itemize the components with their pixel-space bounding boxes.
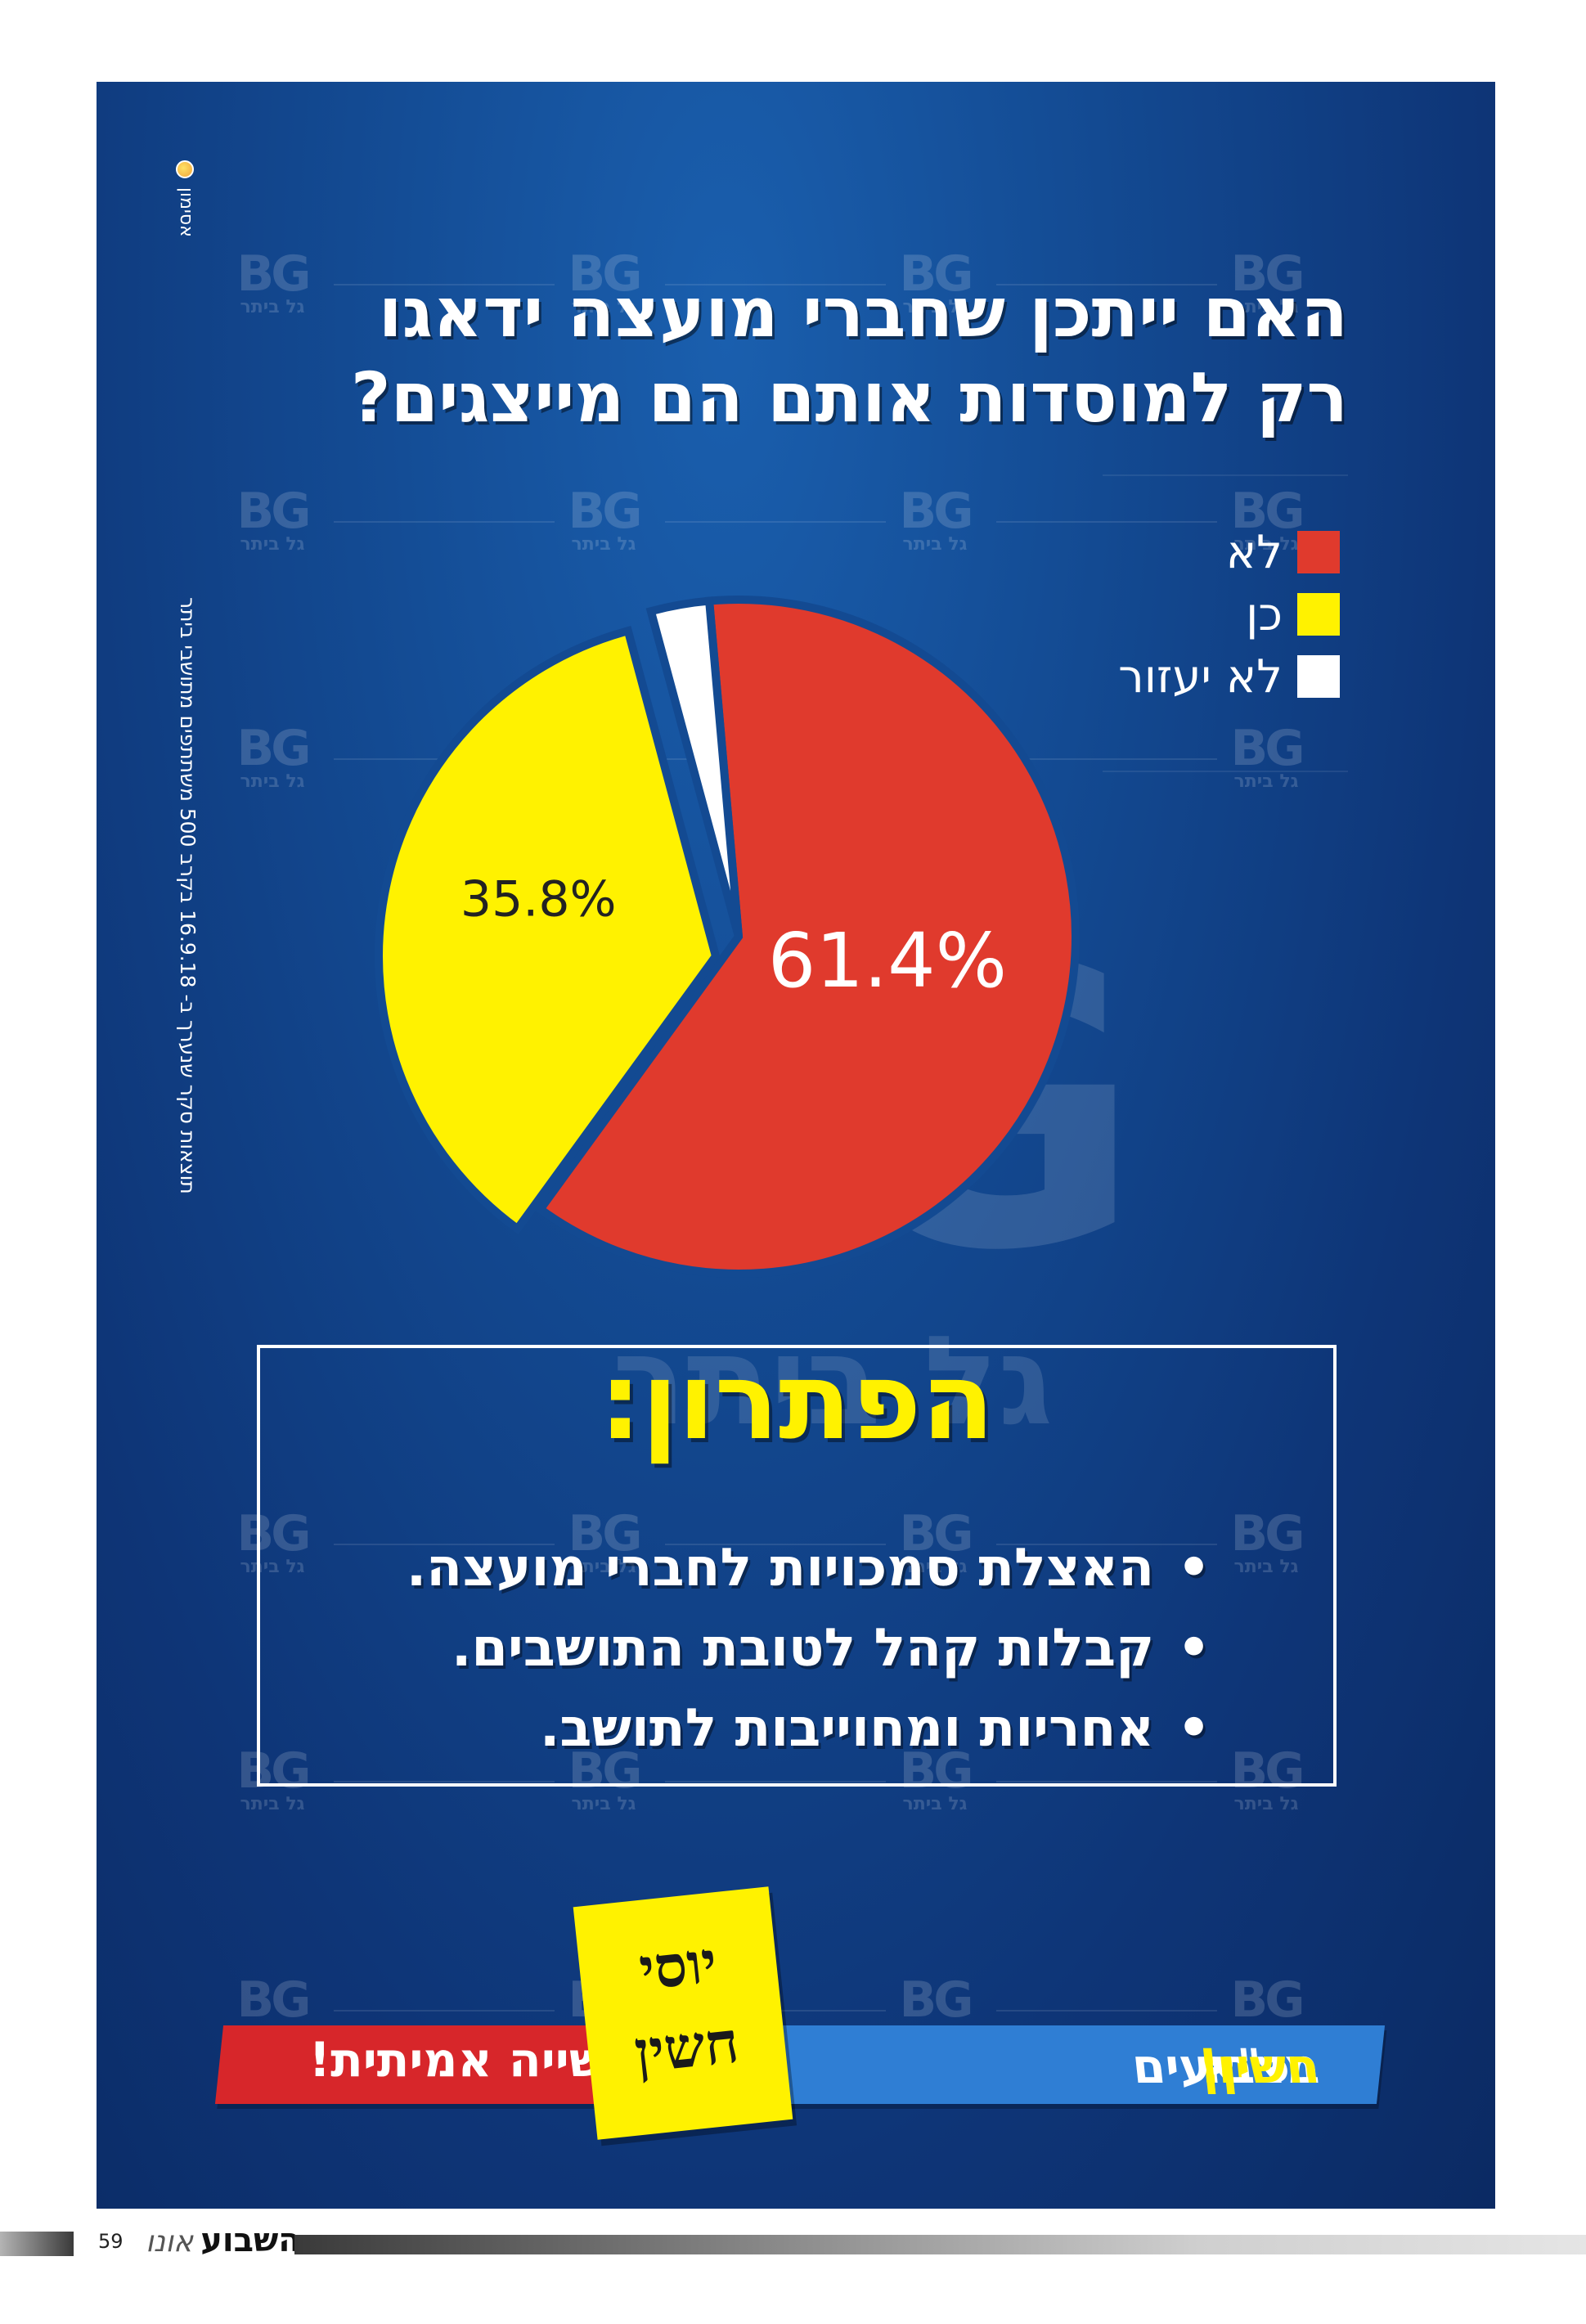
footer-bar-right bbox=[294, 2235, 1586, 2254]
legend-label: לא bbox=[1225, 525, 1283, 579]
solution-item: • האצלת סמכויות לחברי מועצה. bbox=[407, 1528, 1211, 1608]
solution-title: הפתרון: bbox=[599, 1339, 995, 1463]
svg-text:גל ביתר: גל ביתר bbox=[613, 1310, 1053, 1453]
bullet-icon: • bbox=[1177, 1618, 1211, 1679]
solution-item: • אחריות ומחוייבות לתושב. bbox=[407, 1688, 1211, 1769]
page-number: 59 bbox=[98, 2230, 124, 2253]
watermark-logo-text: גל ביתר bbox=[902, 1794, 968, 1814]
watermark-logo-text: גל ביתר bbox=[240, 1794, 305, 1814]
candidate-first-name: יוסי bbox=[636, 1927, 721, 2004]
footer-bar-left bbox=[0, 2232, 74, 2256]
legend-swatch bbox=[1297, 593, 1340, 636]
solution-box: הפתרון: • האצלת סמכויות לחברי מועצה. • קבלו… bbox=[257, 1340, 1337, 1787]
candidate-name-card: יוסי חשין bbox=[573, 1886, 793, 2140]
footer-brand: השבוע אונו bbox=[146, 2222, 301, 2259]
watermark-logo-mark: BG bbox=[236, 1971, 312, 2029]
pie-slice bbox=[534, 596, 1080, 1278]
poster: BG גל ביתר BG גל ביתר BG גל ביתר BG גל ביתר BG גל… bbox=[97, 82, 1495, 2209]
footer-brand-main: השבוע bbox=[200, 2222, 301, 2259]
bullet-icon: • bbox=[1177, 1698, 1211, 1759]
legend-frame bbox=[1103, 474, 1348, 772]
legend-swatch bbox=[1297, 655, 1340, 698]
legend-item: לא bbox=[1118, 524, 1340, 581]
legend-item: כן bbox=[1118, 586, 1340, 643]
pie-slice-label: 61.4% bbox=[768, 917, 1007, 1005]
legend-swatch bbox=[1297, 531, 1340, 573]
title-line-1: האם ייתכן שחברי מועצה ידאגו bbox=[378, 272, 1348, 353]
pie-slice-label: 35.8% bbox=[461, 871, 617, 928]
candidate-last-name: חשין bbox=[631, 2007, 742, 2087]
legend-label: כן bbox=[1246, 587, 1283, 641]
chart-legend: לא כן לא יעזור bbox=[1118, 524, 1340, 710]
page-title: האם ייתכן שחברי מועצה ידאגו רק למוסדות א… bbox=[203, 270, 1348, 440]
title-line-2: רק למוסדות אותם הם מייצגים? bbox=[350, 357, 1348, 438]
blue-highlight-name: חשין! bbox=[1195, 2039, 1322, 2094]
watermark-logo-text: גל ביתר bbox=[571, 1794, 636, 1814]
watermark-logo-text: גל ביתר bbox=[1233, 1794, 1299, 1814]
solution-item-text: האצלת סמכויות לחברי מועצה. bbox=[406, 1538, 1155, 1598]
solution-item-text: אחריות ומחוייבות לתושב. bbox=[540, 1698, 1155, 1759]
solution-item-text: קבלות קהל לטובת התושבים. bbox=[452, 1618, 1155, 1679]
credit-icon bbox=[176, 160, 194, 178]
watermark-line bbox=[996, 2010, 1217, 2012]
solution-item: • קבלות קהל לטובת התושבים. bbox=[407, 1608, 1211, 1688]
legend-item: לא יעזור bbox=[1118, 648, 1340, 705]
blue-banner: בכ"א חשוון מצביעים חשין! bbox=[771, 2025, 1386, 2104]
pie-slice bbox=[645, 596, 743, 938]
pie-chart: 61.4% 35.8% bbox=[374, 596, 1080, 1278]
watermark-logo-mark: BG bbox=[899, 1971, 974, 2029]
pie-slice bbox=[374, 626, 721, 1235]
footer-brand-sub: אונו bbox=[146, 2225, 194, 2259]
watermark-logo-mark: BG bbox=[1230, 1971, 1305, 2029]
bullet-icon: • bbox=[1177, 1538, 1211, 1598]
solution-list: • האצלת סמכויות לחברי מועצה. • קבלות קהל לט… bbox=[407, 1528, 1211, 1769]
legend-label: לא יעזור bbox=[1118, 650, 1283, 703]
watermark-line bbox=[334, 2010, 555, 2012]
